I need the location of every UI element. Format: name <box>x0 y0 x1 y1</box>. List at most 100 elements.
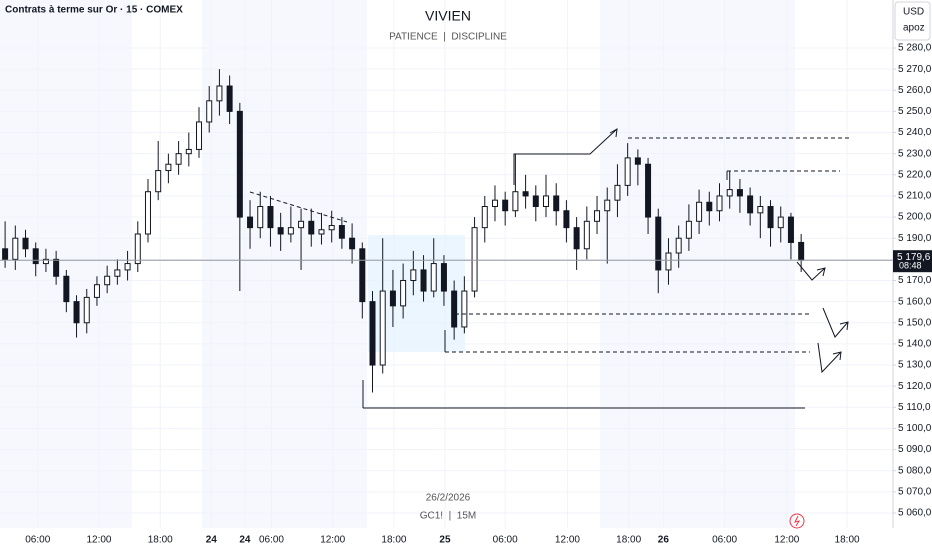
arrow-head <box>609 128 618 138</box>
candle-body <box>532 195 539 208</box>
candle-body <box>645 163 652 218</box>
chart-title: VIVIEN <box>425 8 471 24</box>
candle-body <box>502 199 509 212</box>
projection-arrow <box>796 261 826 281</box>
candle-body <box>257 206 264 229</box>
candle-body <box>308 220 315 235</box>
candle-body <box>328 225 335 231</box>
x-tick-label: 25 <box>439 535 451 546</box>
y-tick-label: 5 260,0 <box>898 85 932 96</box>
x-tick-label: 06:00 <box>259 535 284 546</box>
y-tick-label: 5 100,0 <box>898 423 932 434</box>
y-tick-label: 5 080,0 <box>898 465 932 476</box>
candle-body <box>716 195 723 212</box>
y-tick-label: 5 230,0 <box>898 148 932 159</box>
candle-body <box>216 85 223 102</box>
candle-body <box>206 100 213 123</box>
projection-arrow <box>817 342 842 374</box>
candle-body <box>624 157 631 186</box>
x-tick-label: 18:00 <box>148 535 173 546</box>
price-axis-bg <box>893 0 932 550</box>
candle-body <box>389 290 396 307</box>
y-tick-label: 5 240,0 <box>898 127 932 138</box>
watermark-date: 26/2/2026 <box>426 493 471 504</box>
candle-body <box>114 269 121 277</box>
annotations <box>249 128 850 409</box>
chart-subtitle: PATIENCE | DISCIPLINE <box>389 32 507 43</box>
x-tick-label: 24 <box>239 535 251 546</box>
candle-body <box>440 263 447 292</box>
x-tick-label: 18:00 <box>616 535 641 546</box>
countdown: 08:48 <box>899 261 922 271</box>
candle-body <box>277 227 284 235</box>
candle-body <box>53 258 60 277</box>
candle-body <box>379 290 386 366</box>
candle-body <box>83 296 90 324</box>
candle-body <box>349 237 356 250</box>
alert-icon-bolt <box>794 515 801 527</box>
candle-body <box>267 206 274 229</box>
candle-body <box>696 201 703 222</box>
currency-box[interactable] <box>894 1 931 41</box>
candle-body <box>736 189 743 197</box>
candle-body <box>73 301 80 324</box>
x-tick-label: 26 <box>658 535 670 546</box>
arrow-head <box>832 351 842 361</box>
y-tick-label: 5 140,0 <box>898 339 932 350</box>
arrow-head <box>839 321 849 331</box>
candle-body <box>93 284 100 298</box>
candle-body <box>134 233 141 265</box>
candle-body <box>655 216 662 271</box>
candle-body <box>757 206 764 214</box>
x-tick-label: 06:00 <box>712 535 737 546</box>
candle-body <box>42 258 49 265</box>
currency-unit: apoz <box>903 23 925 34</box>
candle-body <box>144 191 151 235</box>
x-tick-label: 12:00 <box>86 535 111 546</box>
arrow-head <box>816 267 826 277</box>
candle-body <box>604 199 611 212</box>
candle-body <box>185 148 192 155</box>
last-price-box <box>893 250 932 273</box>
candle-body <box>287 227 294 235</box>
candle-body <box>747 195 754 214</box>
y-tick-label: 5 090,0 <box>898 444 932 455</box>
projection-arrow <box>822 307 849 338</box>
candle-body <box>63 275 70 303</box>
candle-body <box>338 225 345 239</box>
x-tick-label: 06:00 <box>25 535 50 546</box>
candle-body <box>410 269 417 281</box>
y-tick-label: 5 110,0 <box>898 402 931 413</box>
candle-body <box>481 206 488 229</box>
x-tick-label: 12:00 <box>555 535 580 546</box>
candle-body <box>461 290 468 328</box>
alert-icon[interactable] <box>789 513 805 529</box>
candle-body <box>369 301 376 366</box>
y-tick-label: 5 280,0 <box>898 43 932 54</box>
candle-body <box>594 210 601 222</box>
y-tick-label: 5 200,0 <box>898 212 932 223</box>
candle-body <box>685 220 692 239</box>
trend-line <box>249 191 348 223</box>
y-tick-label: 5 130,0 <box>898 360 932 371</box>
candle-body <box>665 252 672 271</box>
x-tick-label: 12:00 <box>320 535 345 546</box>
candle-body <box>236 110 243 218</box>
candle-body <box>196 121 203 150</box>
candle-body <box>512 191 519 212</box>
watermark-symbol: GC1! | 15M <box>420 511 477 522</box>
y-tick-label: 5 170,0 <box>898 275 932 286</box>
candle-body <box>430 263 437 292</box>
candle-body <box>22 237 29 250</box>
candle-body <box>787 216 794 243</box>
candle-body <box>573 227 580 250</box>
candle-body <box>543 195 550 208</box>
candle-body <box>420 269 427 292</box>
candle-body <box>563 210 570 229</box>
session-band <box>202 0 367 528</box>
currency: USD <box>903 7 924 18</box>
candle-body <box>706 201 713 212</box>
y-tick-label: 5 070,0 <box>898 486 932 497</box>
candle-body <box>175 153 182 165</box>
